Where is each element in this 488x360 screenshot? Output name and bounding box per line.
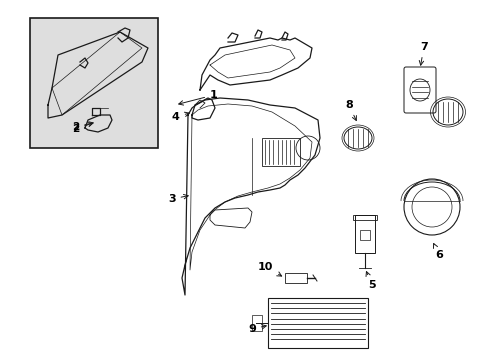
Bar — [359, 230, 369, 240]
Text: 5: 5 — [366, 271, 375, 290]
Bar — [267, 298, 367, 348]
Text: 8: 8 — [345, 100, 356, 121]
Bar — [354, 215, 374, 253]
Bar — [251, 315, 262, 331]
Text: 2: 2 — [72, 123, 92, 134]
Text: 1: 1 — [179, 90, 217, 105]
Text: 7: 7 — [418, 42, 427, 65]
Text: 2: 2 — [72, 122, 93, 132]
Text: 10: 10 — [258, 262, 281, 276]
Text: 9: 9 — [247, 324, 265, 334]
Text: 3: 3 — [168, 194, 188, 204]
Bar — [285, 273, 306, 283]
Text: 6: 6 — [432, 243, 442, 260]
Bar — [262, 138, 299, 166]
Bar — [30, 18, 158, 148]
Bar — [352, 215, 376, 220]
Text: 4: 4 — [172, 112, 189, 122]
